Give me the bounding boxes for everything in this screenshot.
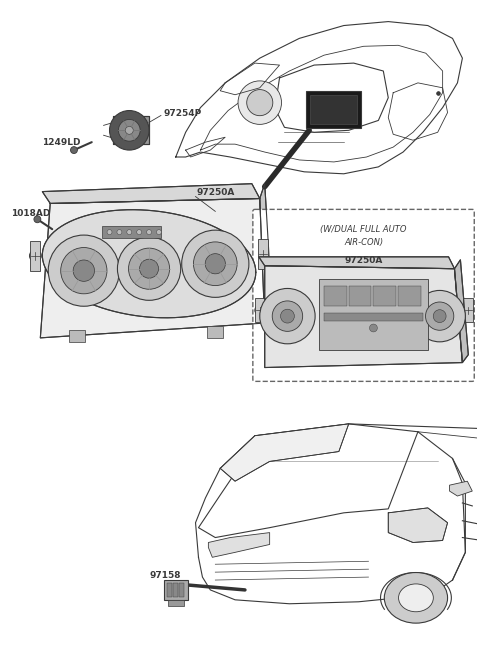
Circle shape [433,310,446,322]
Circle shape [119,119,140,141]
Polygon shape [388,508,447,542]
Circle shape [426,302,454,330]
Bar [179,583,184,597]
Text: 97158: 97158 [149,571,180,580]
Bar [113,117,149,144]
Circle shape [107,230,112,234]
Polygon shape [259,257,455,269]
Circle shape [125,126,133,134]
Bar [173,583,178,597]
Bar [349,286,372,307]
Text: 97250A: 97250A [196,188,235,197]
Bar [463,298,473,322]
Polygon shape [450,481,472,496]
Circle shape [205,253,226,274]
Circle shape [60,248,107,294]
Bar [168,600,184,606]
Circle shape [129,248,169,290]
Bar [310,95,357,124]
Circle shape [71,147,77,153]
Circle shape [280,309,294,323]
Polygon shape [164,580,188,600]
Circle shape [370,324,377,332]
Circle shape [118,237,180,301]
Circle shape [193,242,237,286]
Bar [324,313,423,321]
Text: AIR-CON): AIR-CON) [344,238,383,248]
Bar [319,278,428,350]
Text: 97250A: 97250A [344,256,383,265]
Text: 97254P: 97254P [164,109,202,118]
Bar [324,286,347,307]
Ellipse shape [398,584,433,612]
Circle shape [48,235,120,307]
Circle shape [34,215,41,223]
Polygon shape [455,260,468,363]
Ellipse shape [384,572,447,623]
Bar [30,241,40,271]
Circle shape [272,301,303,331]
Bar [207,326,223,338]
Circle shape [117,230,122,234]
Bar [255,298,264,322]
Text: 1249LD: 1249LD [42,138,81,147]
Circle shape [414,290,466,342]
Bar [69,330,85,342]
Circle shape [260,288,315,344]
Bar [373,286,396,307]
Polygon shape [42,183,260,204]
Bar [167,583,172,597]
Text: 1018AD: 1018AD [11,209,50,218]
Bar [398,286,421,307]
Circle shape [127,230,132,234]
Circle shape [109,111,149,150]
Bar [306,91,360,128]
Bar [102,226,161,238]
Circle shape [73,260,95,282]
Circle shape [238,81,281,124]
FancyBboxPatch shape [253,210,474,381]
Polygon shape [220,424,349,481]
Circle shape [182,230,249,297]
Bar [258,239,268,269]
Circle shape [247,90,273,116]
Circle shape [140,259,158,278]
Polygon shape [264,266,462,367]
Polygon shape [40,198,264,338]
Circle shape [137,230,142,234]
Circle shape [156,230,161,234]
Polygon shape [208,533,270,557]
Text: (W/DUAL FULL AUTO: (W/DUAL FULL AUTO [320,225,407,234]
Polygon shape [260,183,273,323]
Polygon shape [42,210,256,318]
Circle shape [146,230,152,234]
Bar [113,117,149,144]
